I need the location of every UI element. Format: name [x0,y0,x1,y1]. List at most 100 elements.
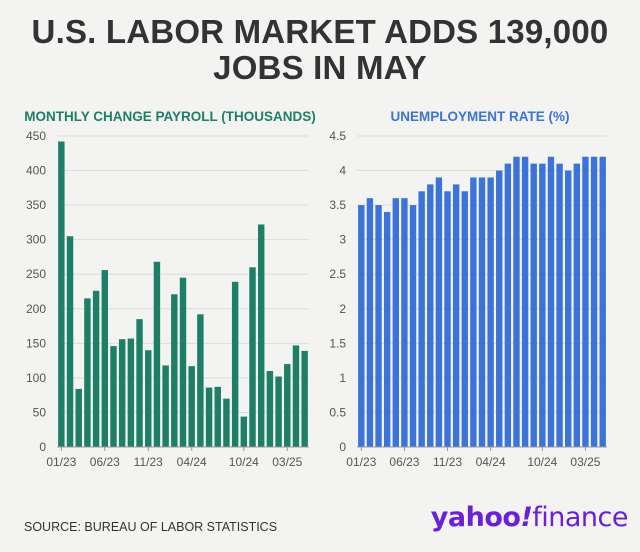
unemployment-bar [547,156,555,447]
unemployment-bar [478,177,486,447]
unemployment-bar [573,163,581,447]
payroll-bar [127,338,135,447]
logo-slash: ! [520,502,533,533]
unemployment-bar [366,198,374,447]
unemployment-x-tick-label: 10/24 [527,455,557,469]
payroll-bar [92,290,100,447]
payroll-x-tick-label: 10/24 [229,455,259,469]
payroll-bar [84,298,91,447]
payroll-bar [214,386,221,447]
unemployment-y-tick-label: 0 [339,440,346,454]
unemployment-bar [530,163,537,447]
headline-line-2: JOBS IN MAY [213,49,427,86]
payroll-y-tick-label: 300 [26,233,46,247]
unemployment-bar [565,170,572,448]
unemployment-bar [496,170,503,448]
unemployment-bar [358,205,365,447]
payroll-bar [188,366,195,447]
unemployment-bar [582,156,589,447]
payroll-bar [171,294,178,447]
unemployment-bar [539,163,546,447]
payroll-bar [301,350,308,447]
payroll-bar [58,141,65,448]
unemployment-y-tick-label: 2 [339,302,346,316]
payroll-bar [75,388,82,447]
payroll-chart-title: MONTHLY CHANGE PAYROLL (THOUSANDS) [24,109,316,124]
payroll-bar [66,236,74,447]
unemployment-y-tick-label: 3.5 [329,198,346,212]
payroll-bar [292,345,300,447]
unemployment-bar [392,198,399,447]
payroll-y-tick-label: 250 [26,267,46,281]
payroll-y-tick-label: 150 [26,336,46,350]
unemployment-bar [435,177,443,447]
unemployment-x-tick-label: 04/24 [476,455,506,469]
payroll-bar [162,365,169,447]
payroll-x-tick-label: 04/24 [177,455,207,469]
payroll-bar [145,350,152,447]
unemployment-x-tick-label: 01/23 [346,455,376,469]
unemployment-y-tick-label: 4.5 [329,129,346,143]
unemployment-x-tick-label: 11/23 [433,455,462,469]
payroll-bar [275,376,282,447]
unemployment-bar [487,177,494,447]
payroll-bar [240,416,248,447]
payroll-bar [136,319,143,447]
payroll-x-tick-label: 03/25 [272,455,302,469]
headline-line-1: U.S. LABOR MARKET ADDS 139,000 [31,13,609,50]
payroll-bar [101,270,109,447]
unemployment-bar [401,198,408,447]
unemployment-bar [470,177,477,447]
payroll-y-tick-label: 450 [26,129,46,143]
unemployment-x-tick-label: 06/23 [389,455,419,469]
unemployment-chart-title: UNEMPLOYMENT RATE (%) [390,109,570,124]
payroll-y-tick-label: 350 [26,198,46,212]
unemployment-x-tick-label: 03/25 [570,455,600,469]
payroll-bar [118,339,126,447]
unemployment-y-tick-label: 4 [339,164,346,178]
unemployment-bar [513,156,520,447]
payroll-bar [266,370,274,447]
payroll-y-tick-label: 200 [26,302,46,316]
payroll-x-tick-label: 01/23 [46,455,76,469]
unemployment-bar [599,156,606,447]
unemployment-bar [521,156,529,447]
payroll-bar [257,224,265,447]
logo-part-1: yahoo [430,502,521,533]
payroll-bar [110,346,117,447]
unemployment-y-tick-label: 2.5 [329,267,346,281]
unemployment-y-tick-label: 3 [339,233,346,247]
source-note: SOURCE: BUREAU OF LABOR STATISTICS [24,520,278,534]
yahoo-finance-logo: yahoo!finance [430,502,629,533]
unemployment-bar [444,191,451,447]
payroll-y-tick-label: 50 [33,405,47,419]
payroll-y-tick-label: 400 [26,164,46,178]
unemployment-bar [590,156,598,447]
payroll-bar [284,364,291,447]
unemployment-bar [556,163,563,447]
payroll-y-tick-label: 0 [39,440,46,454]
unemployment-bar [409,205,417,447]
logo-part-2: finance [532,502,628,533]
unemployment-bar [418,191,425,447]
payroll-y-tick-label: 100 [26,371,46,385]
payroll-bar [153,261,161,447]
unemployment-bar [452,184,460,447]
unemployment-bar [375,205,382,447]
unemployment-bar [461,191,468,447]
payroll-bar [223,398,230,447]
unemployment-bar [383,212,391,447]
payroll-bar [205,387,213,447]
unemployment-y-tick-label: 0.5 [329,405,346,419]
unemployment-y-tick-label: 1 [339,371,346,385]
payroll-bar [179,277,187,447]
payroll-bar [249,267,256,447]
payroll-bar [231,281,239,447]
unemployment-bar [427,184,434,447]
unemployment-bar [504,163,512,447]
payroll-x-tick-label: 06/23 [90,455,120,469]
headline: U.S. LABOR MARKET ADDS 139,000 JOBS IN M… [0,14,640,86]
payroll-x-tick-label: 11/23 [134,455,163,469]
